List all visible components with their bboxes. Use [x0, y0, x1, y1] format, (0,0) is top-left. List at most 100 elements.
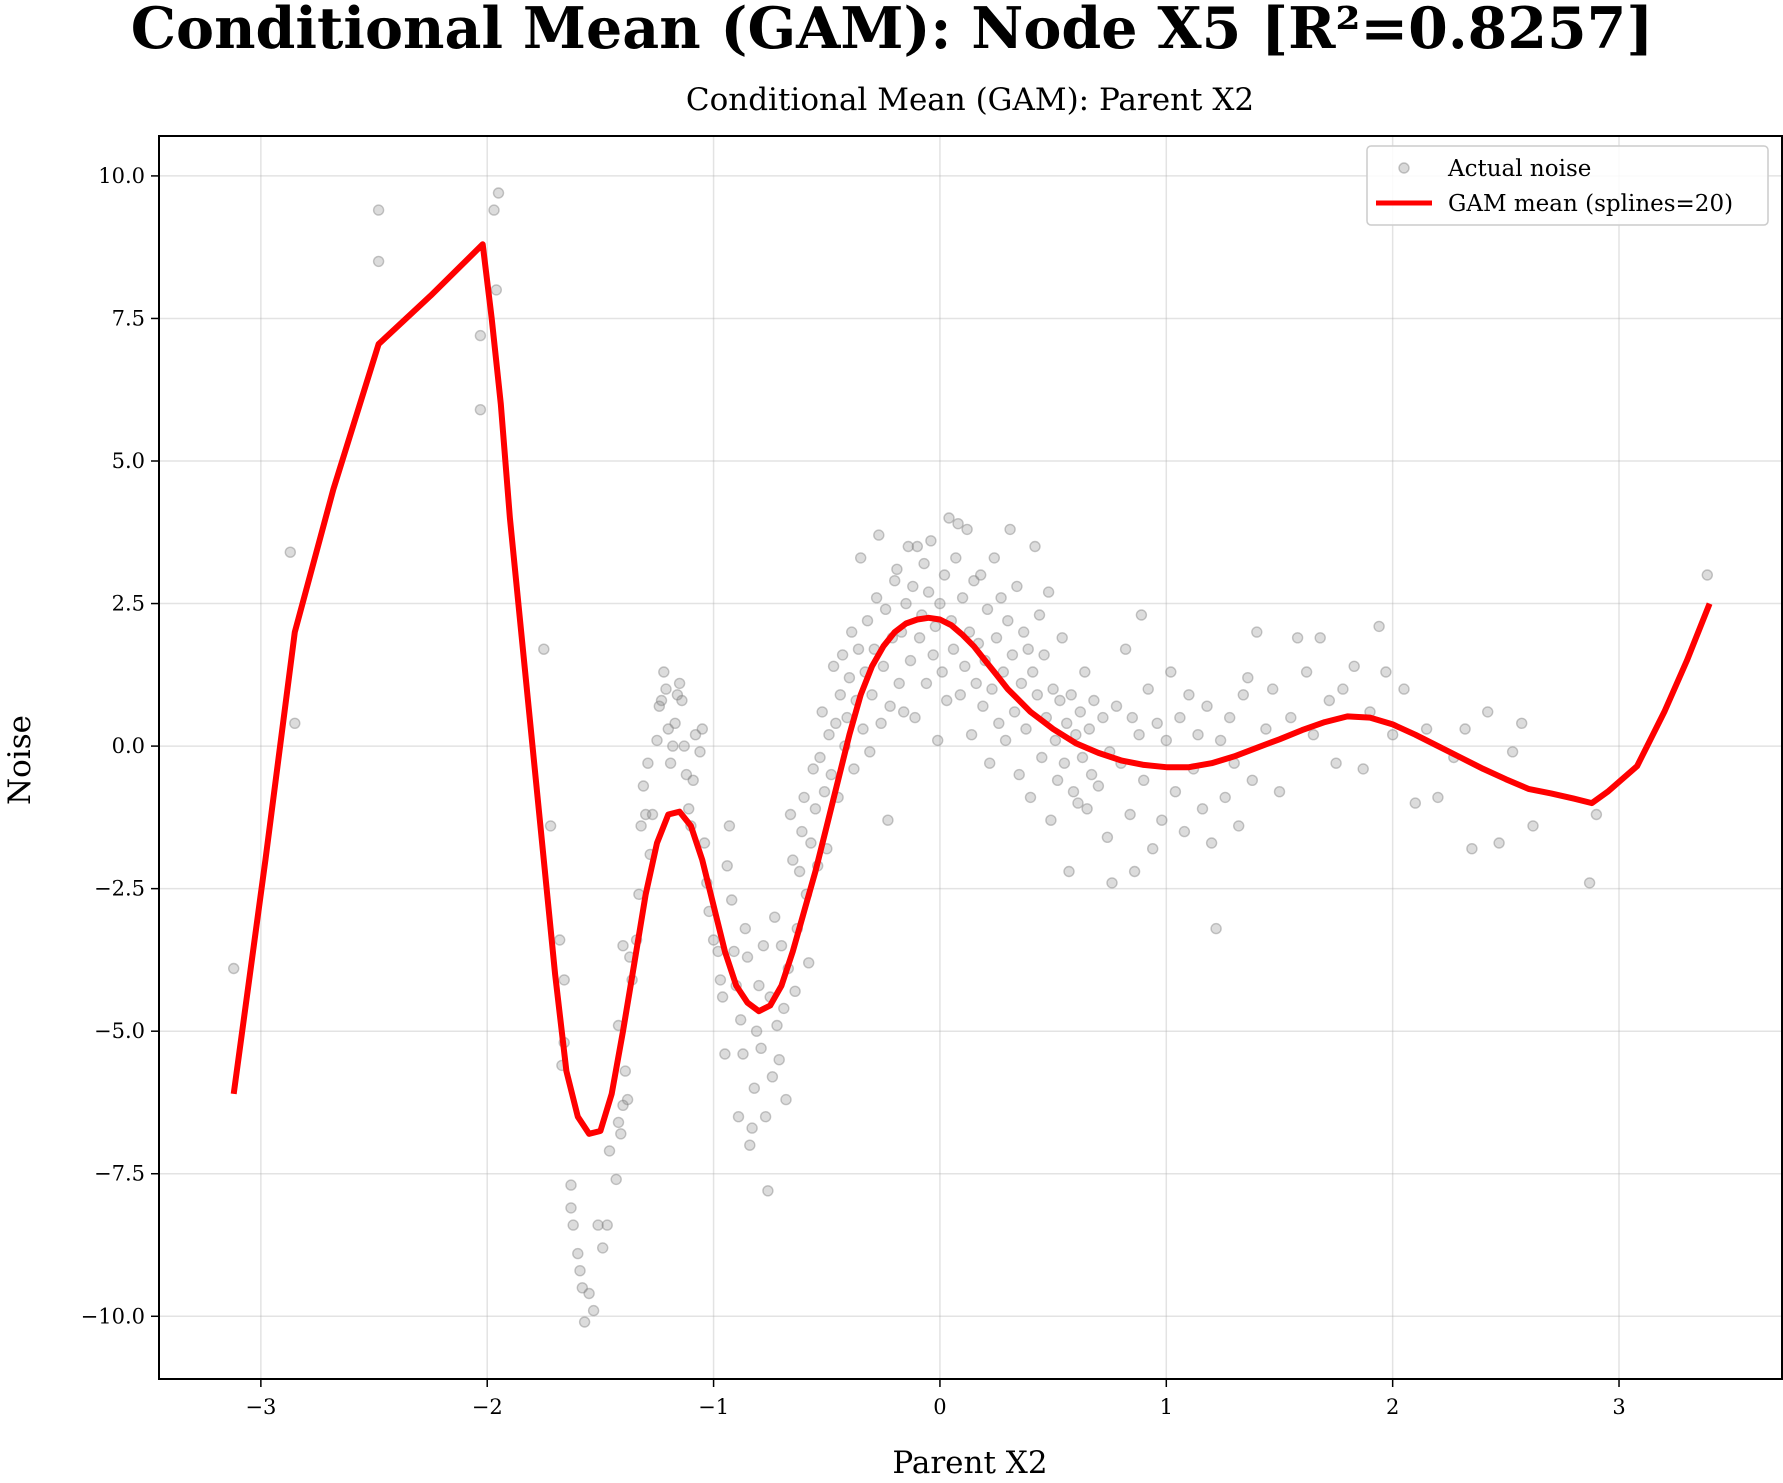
- scatter-point: [1386, 729, 1399, 741]
- y-tick-label: −5.0: [94, 1019, 145, 1043]
- scatter-point: [1307, 729, 1320, 741]
- scatter-point: [757, 940, 770, 952]
- scatter-point: [1192, 729, 1204, 741]
- scatter-point: [963, 626, 976, 638]
- scatter-point: [1029, 540, 1041, 553]
- scatter-point: [950, 552, 962, 564]
- y-axis: −10.0 −7.5 −5.0 −2.5 0.0 2.5 5.0 7.5 10.0: [81, 164, 159, 1328]
- x-tick-label: −2: [472, 1395, 503, 1419]
- scatter-point: [1201, 700, 1213, 712]
- scatter-point: [617, 1099, 629, 1112]
- scatter-point: [884, 700, 896, 712]
- scatter-point: [1210, 922, 1222, 935]
- scatter-point: [893, 677, 905, 690]
- scatter-point: [619, 1065, 631, 1077]
- scatter-point: [995, 592, 1007, 604]
- scatter-point: [1701, 569, 1714, 581]
- scatter-point: [941, 694, 953, 707]
- scatter-point: [1506, 746, 1519, 758]
- scatter-point: [372, 255, 385, 268]
- scatter-point: [610, 1173, 622, 1186]
- scatter-point: [617, 940, 629, 952]
- scatter-point: [947, 643, 960, 655]
- scatter-point: [1493, 837, 1505, 849]
- scatter-point: [1049, 734, 1062, 747]
- scatter-point: [825, 768, 837, 781]
- scatter-point: [834, 689, 846, 701]
- y-tick-label: 7.5: [112, 306, 145, 330]
- scatter-point: [866, 689, 878, 701]
- scatter-point: [927, 649, 939, 661]
- y-axis-label: Noise: [2, 715, 38, 805]
- scatter-point: [739, 922, 751, 935]
- scatter-point: [1110, 700, 1123, 712]
- scatter-point: [805, 837, 817, 849]
- scatter-point: [877, 660, 890, 672]
- scatter-point: [1146, 843, 1159, 855]
- scatter-point: [1174, 711, 1186, 724]
- scatter-point: [601, 1219, 613, 1231]
- scatter-point: [787, 854, 799, 866]
- scatter-point: [846, 626, 858, 638]
- scatter-point: [1409, 797, 1422, 809]
- scatter-point: [1137, 774, 1150, 786]
- scatter-point: [1260, 723, 1272, 735]
- scatter-point: [1026, 666, 1039, 678]
- scatter-point: [723, 820, 736, 832]
- scatter-point: [673, 677, 686, 690]
- legend-label-gam-mean: GAM mean (splines=20): [1448, 191, 1733, 217]
- scatter-point: [737, 1048, 749, 1060]
- scatter-point: [902, 540, 914, 553]
- scatter-point: [999, 734, 1012, 747]
- scatter-point: [558, 974, 570, 986]
- scatter-point: [759, 1110, 772, 1123]
- scatter-point: [1348, 660, 1360, 672]
- x-axis: −3 −2 −1 0 1 2 3: [245, 1379, 1626, 1419]
- scatter-point: [1169, 786, 1182, 798]
- scatter-point: [1420, 723, 1433, 735]
- scatter-point: [1067, 786, 1080, 798]
- scatter-point: [1106, 877, 1118, 889]
- scatter-point: [612, 1116, 625, 1129]
- scatter-point: [968, 575, 980, 587]
- scatter-point: [651, 734, 663, 747]
- scatter-point: [1042, 586, 1055, 598]
- scatter-point: [818, 786, 831, 798]
- scatter-point: [655, 694, 668, 707]
- scatter-point: [809, 803, 822, 815]
- scatter-point: [830, 717, 842, 729]
- figure-suptitle: Conditional Mean (GAM): Node X5 [R²=0.82…: [131, 0, 1654, 62]
- scatter-point: [741, 951, 754, 963]
- y-tick-label: 5.0: [112, 449, 145, 473]
- scatter-point: [984, 757, 996, 769]
- y-tick-label: −10.0: [81, 1304, 145, 1328]
- scatter-point: [857, 723, 869, 735]
- scatter-point: [667, 740, 679, 752]
- scatter-point: [843, 672, 856, 684]
- x-tick-label: 0: [933, 1395, 946, 1419]
- scatter-point: [823, 729, 835, 741]
- scatter-point: [798, 791, 810, 804]
- gam-mean-line: [230, 241, 1713, 1137]
- scatter-point: [721, 860, 733, 872]
- scatter-point: [1036, 751, 1048, 764]
- scatter-point: [1314, 632, 1326, 644]
- scatter-point: [1160, 734, 1173, 747]
- scatter-point: [1074, 706, 1087, 718]
- scatter-point: [1251, 626, 1263, 638]
- scatter-point: [492, 187, 505, 199]
- x-tick-label: 3: [1612, 1395, 1625, 1419]
- scatter-point: [934, 597, 946, 610]
- scatter-point: [938, 569, 951, 581]
- scatter-point: [1085, 768, 1098, 781]
- scatter-point: [474, 329, 487, 342]
- scatter-point: [766, 1071, 779, 1083]
- scatter-point: [1178, 825, 1191, 838]
- scatter-point: [1133, 729, 1145, 741]
- scatter-point: [816, 706, 828, 718]
- scatter-point: [1126, 711, 1139, 724]
- scatter-point: [793, 865, 806, 878]
- scatter-point: [956, 592, 969, 604]
- scatter-point: [578, 1316, 591, 1328]
- scatter-point: [952, 518, 964, 530]
